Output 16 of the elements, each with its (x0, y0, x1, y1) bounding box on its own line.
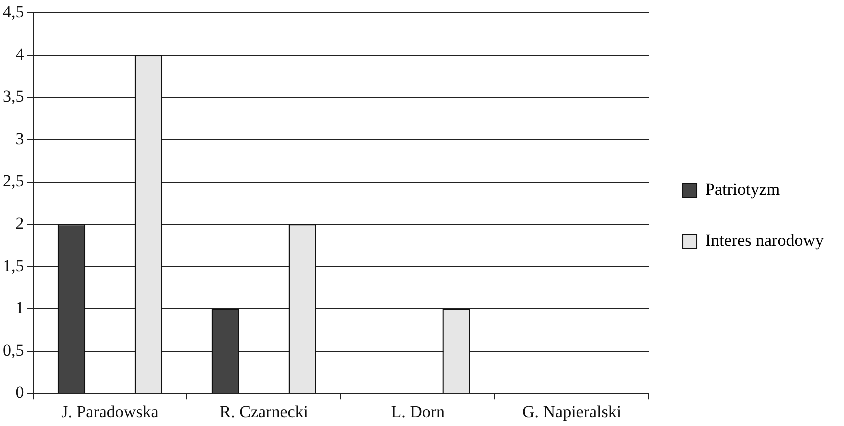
y-tick-label: 1,5 (3, 256, 24, 276)
x-tick-label: R. Czarnecki (220, 402, 309, 422)
legend-label: Patriotyzm (706, 180, 780, 199)
y-tick-label: 2,5 (3, 172, 24, 191)
x-tick-label: J. Paradowska (62, 402, 160, 422)
y-tick-label: 4,5 (3, 2, 24, 22)
y-tick-label: 1 (16, 298, 24, 318)
y-tick-label: 3,5 (3, 87, 24, 106)
x-tick-label: G. Napieralski (522, 402, 622, 422)
y-tick-label: 2 (16, 214, 24, 233)
y-tick-label: 0,5 (3, 340, 24, 360)
y-tick-label: 3 (16, 129, 24, 148)
y-tick-label: 0 (16, 383, 24, 402)
x-tick-label: L. Dorn (391, 402, 446, 422)
legend-label: Interes narodowy (706, 230, 824, 250)
y-tick-label: 4 (16, 44, 25, 64)
